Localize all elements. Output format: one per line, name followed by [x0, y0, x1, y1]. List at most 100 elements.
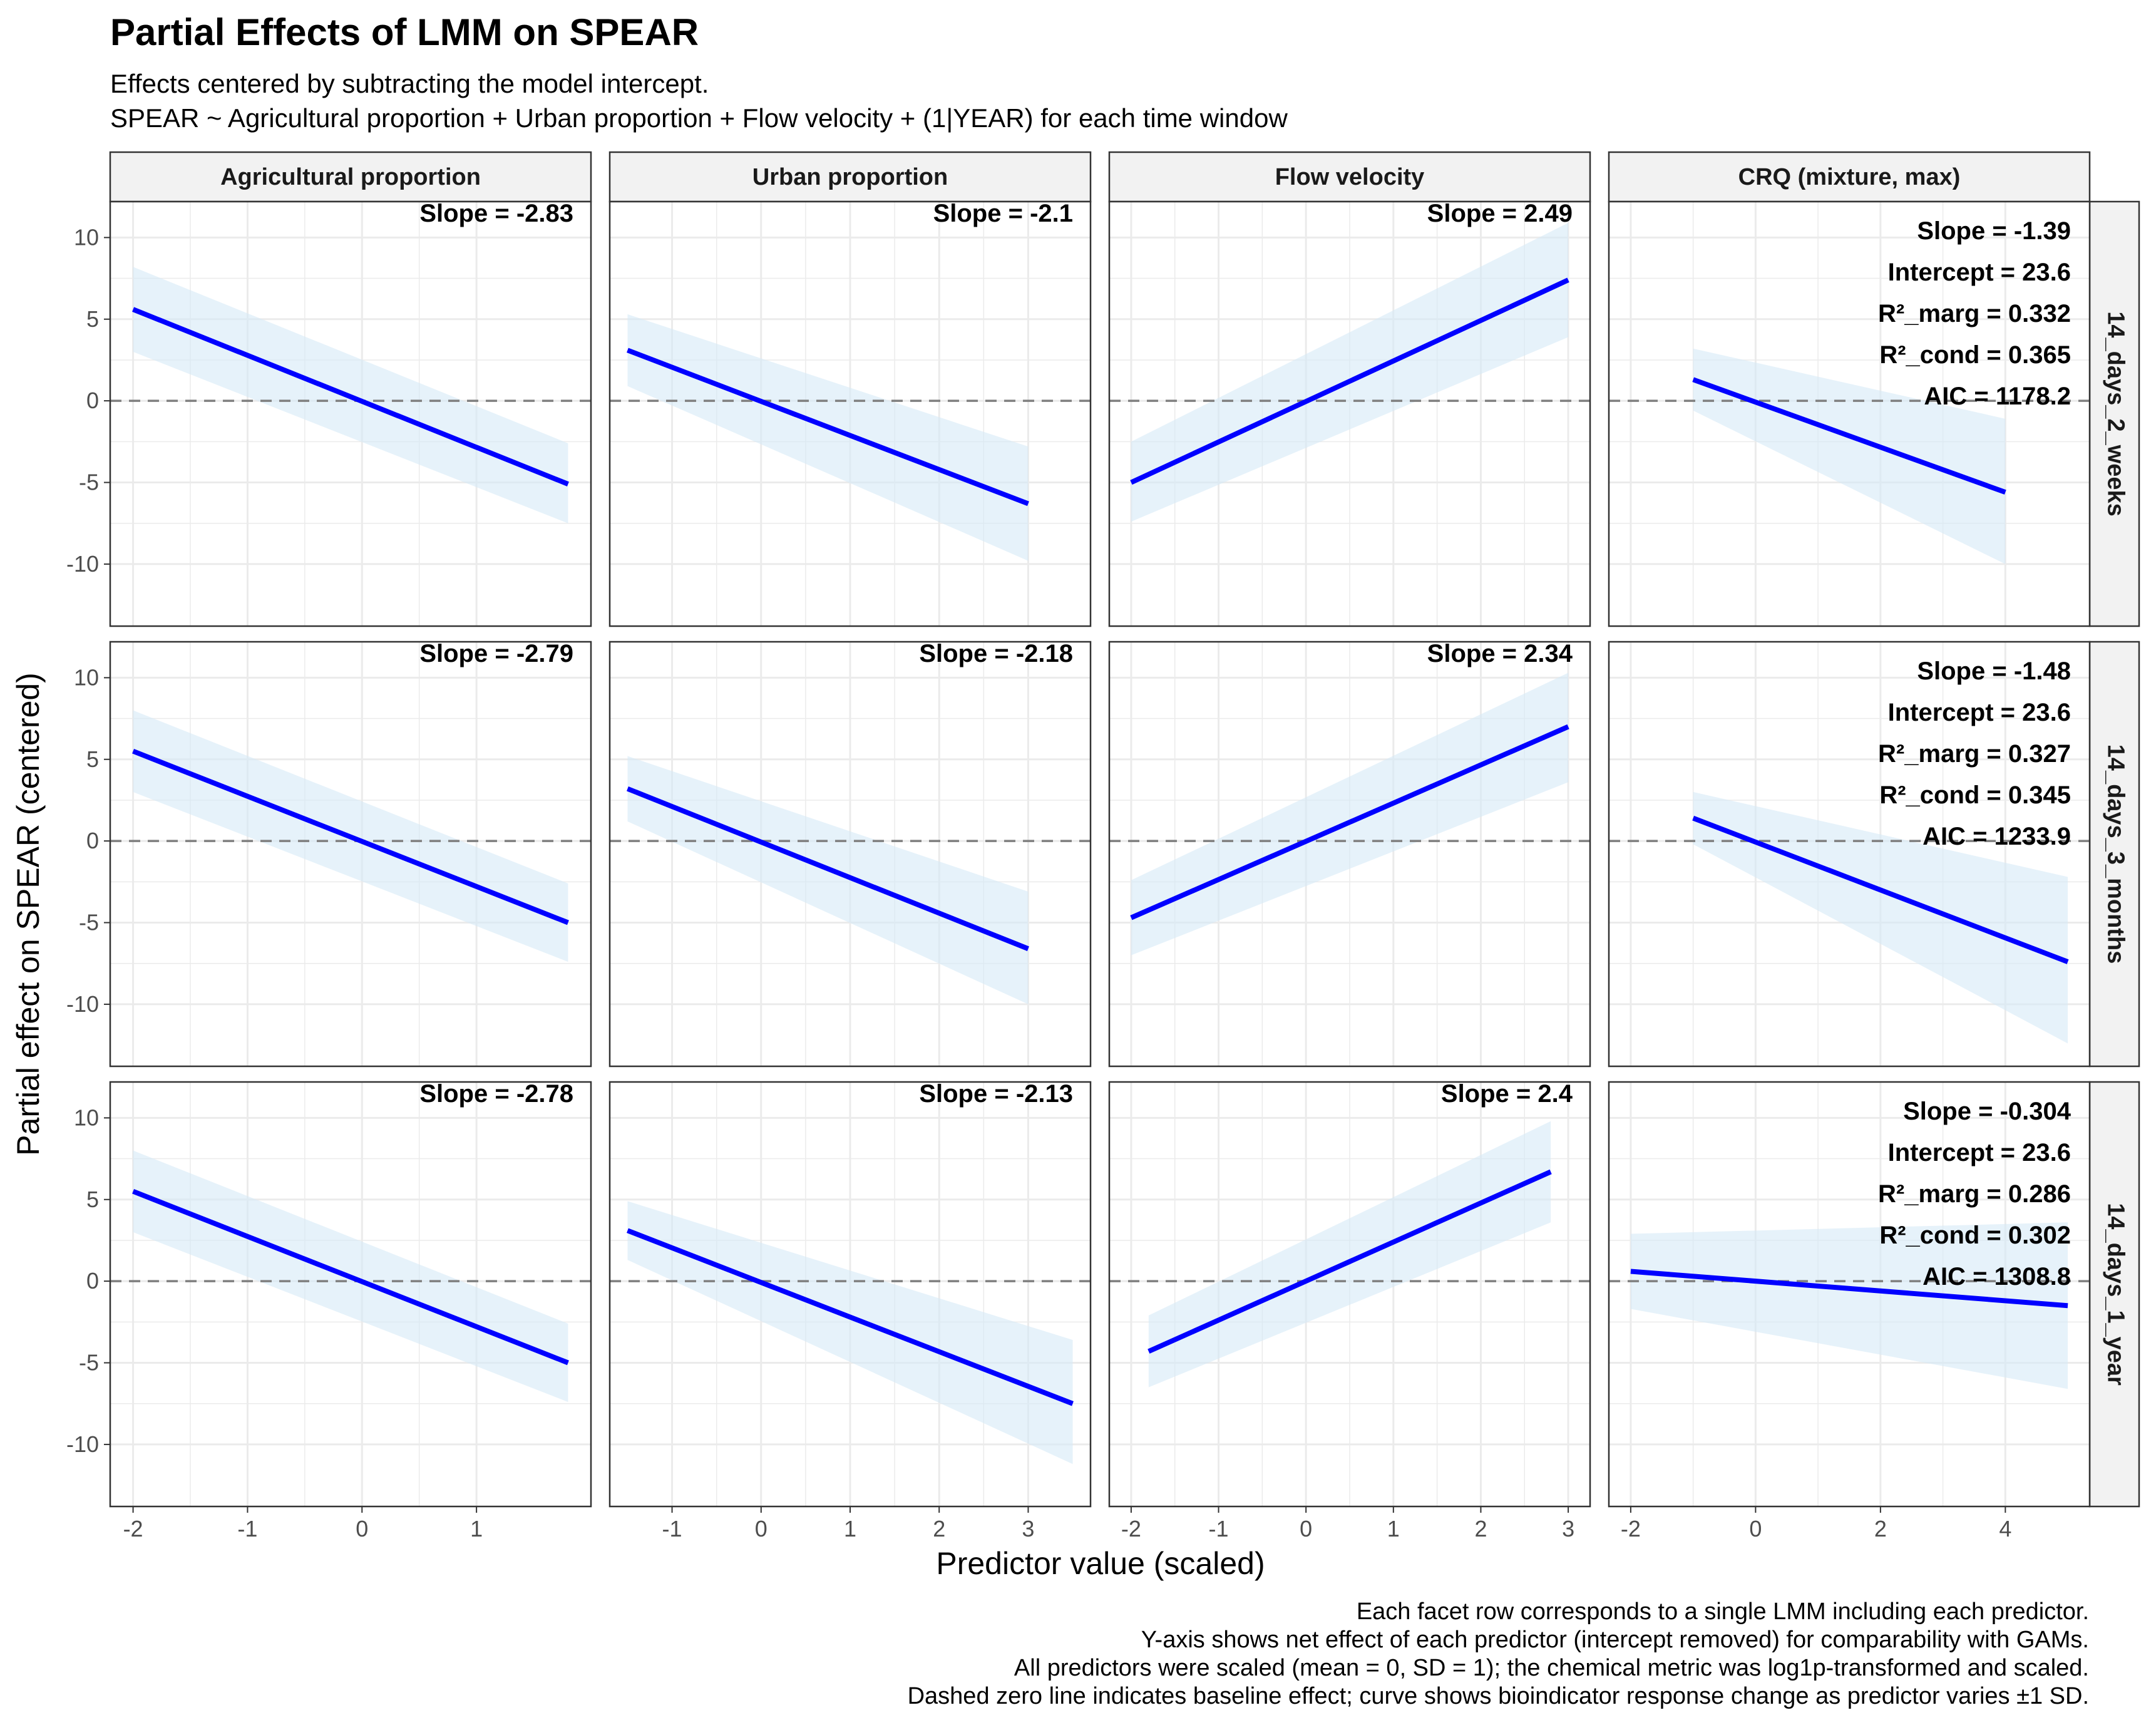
facet-strip-time-window-label: 14_days_1_year [2102, 1203, 2128, 1386]
r2-marginal-label: R²_marg = 0.327 [1878, 740, 2071, 768]
slope-label: Slope = -1.48 [1917, 657, 2071, 685]
chart-title: Partial Effects of LMM on SPEAR [110, 11, 699, 53]
x-tick-label: 0 [1749, 1516, 1762, 1542]
slope-label: Slope = 2.4 [1441, 1080, 1573, 1108]
x-tick-label: 3 [1562, 1516, 1574, 1542]
confidence-ribbon [1630, 1222, 2068, 1389]
y-tick-label: 10 [74, 224, 99, 250]
slope-label: Slope = -2.83 [419, 200, 573, 227]
y-tick-label: -5 [79, 470, 99, 495]
facet-strip-time-window [2088, 641, 2140, 1068]
aic-label: AIC = 1233.9 [1922, 823, 2071, 850]
aic-label: AIC = 1178.2 [1924, 383, 2071, 410]
chart-subtitle-line-2: SPEAR ~ Agricultural proportion + Urban … [110, 103, 1288, 133]
x-tick-label: -2 [1621, 1516, 1641, 1542]
x-tick-label: 2 [1474, 1516, 1487, 1542]
facet-strip-time-window [2088, 200, 2140, 627]
x-tick-label: 0 [356, 1516, 368, 1542]
partial-effect-line [1692, 815, 2069, 964]
partial-effect-line [1147, 1169, 1552, 1354]
slope-label: Slope = -2.1 [933, 200, 1073, 227]
panel-border [608, 200, 1092, 627]
facet-panel: Slope = 2.49 [1108, 200, 1591, 627]
confidence-ribbon [627, 314, 1029, 561]
plot-area: Agricultural proportion Urban proportion F… [66, 151, 2140, 1542]
panel-border [109, 200, 592, 627]
x-tick-label: 0 [1300, 1516, 1312, 1542]
y-tick-label: 10 [74, 1105, 99, 1130]
panel-border [1608, 200, 2091, 627]
x-tick-label: -2 [1121, 1516, 1141, 1542]
facet-panel: Slope = -1.39 Intercept = 23.6 R²_marg = 0… [1608, 200, 2091, 627]
facet-strip-time-window [2088, 1081, 2140, 1508]
r2-conditional-label: R²_cond = 0.365 [1879, 341, 2071, 369]
facet-panel: Slope = 2.34 [1108, 640, 1591, 1068]
partial-effect-line [1692, 377, 2006, 495]
confidence-ribbon [1148, 1121, 1551, 1388]
facet-strip-label: Flow velocity [1275, 164, 1425, 190]
x-tick-label: -1 [237, 1516, 257, 1542]
y-tick-label: -10 [66, 1431, 99, 1457]
panel-border [1108, 1081, 1591, 1508]
facet-strip-predictor [109, 151, 592, 203]
x-tick-label: 0 [755, 1516, 767, 1542]
slope-label: Slope = -0.304 [1903, 1098, 2071, 1125]
y-tick-label: -10 [66, 991, 99, 1017]
y-tick-label: 0 [86, 388, 99, 413]
facet-panel: Slope = -2.78 [109, 1080, 592, 1508]
y-tick-label: -5 [79, 1350, 99, 1376]
slope-label: Slope = 2.49 [1427, 200, 1573, 227]
slope-label: Slope = -2.78 [419, 1080, 573, 1108]
panel-border [109, 1081, 592, 1508]
r2-marginal-label: R²_marg = 0.286 [1878, 1180, 2071, 1208]
caption-line-2: Y-axis shows net effect of each predicto… [1141, 1627, 2089, 1653]
y-tick-label: 0 [86, 1268, 99, 1294]
partial-effect-line [627, 348, 1029, 507]
intercept-label: Intercept = 23.6 [1888, 259, 2071, 286]
slope-label: Slope = -1.39 [1917, 217, 2071, 245]
facet-panel: Slope = -2.79 [109, 640, 592, 1068]
confidence-ribbon [1131, 222, 1569, 522]
x-tick-label: 2 [1874, 1516, 1887, 1542]
y-tick-label: -10 [66, 551, 99, 577]
facet-panel: Slope = -0.304 Intercept = 23.6 R²_marg = … [1608, 1081, 2091, 1508]
caption-line-4: Dashed zero line indicates baseline effe… [908, 1683, 2089, 1709]
panel-border [1608, 1081, 2091, 1508]
partial-effect-line [626, 1228, 1074, 1406]
x-tick-label: 3 [1022, 1516, 1034, 1542]
panel-border [1108, 200, 1591, 627]
panel-border [1108, 641, 1591, 1068]
y-tick-label: 5 [86, 306, 99, 332]
caption-line-1: Each facet row corresponds to a single L… [1357, 1599, 2089, 1625]
facet-panel: Slope = -1.48 Intercept = 23.6 R²_marg = 0… [1608, 641, 2091, 1068]
aic-label: AIC = 1308.8 [1922, 1263, 2071, 1290]
x-tick-label: -1 [1209, 1516, 1229, 1542]
x-tick-label: 1 [470, 1516, 483, 1542]
partial-effect-line [1130, 724, 1569, 920]
y-tick-label: -5 [79, 910, 99, 935]
x-axis-title: Predictor value (scaled) [936, 1546, 1265, 1581]
partial-effect-line [1130, 277, 1569, 485]
facet-panel: Slope = 2.4 [1108, 1080, 1591, 1508]
facet-strip-label: CRQ (mixture, max) [1738, 164, 1961, 190]
y-tick-label: 5 [86, 746, 99, 772]
partial-effect-line [132, 307, 569, 487]
r2-conditional-label: R²_cond = 0.345 [1879, 781, 2071, 809]
facet-strip-predictor [1108, 151, 1591, 203]
facet-strip-label: Agricultural proportion [220, 164, 481, 190]
x-tick-label: -1 [662, 1516, 682, 1542]
y-tick-label: 5 [86, 1187, 99, 1212]
y-tick-label: 10 [74, 664, 99, 690]
y-axis-title: Partial effect on SPEAR (centered) [11, 672, 46, 1156]
r2-marginal-label: R²_marg = 0.332 [1878, 300, 2071, 327]
slope-label: Slope = -2.18 [919, 640, 1073, 667]
panel-border [608, 641, 1092, 1068]
partial-effect-line [132, 1188, 569, 1366]
x-tick-label: 1 [844, 1516, 856, 1542]
r2-conditional-label: R²_cond = 0.302 [1879, 1222, 2071, 1249]
x-tick-label: 1 [1387, 1516, 1400, 1542]
panel-border [1608, 641, 2091, 1068]
facet-panel: Slope = -2.83 [109, 200, 592, 627]
slope-label: Slope = 2.34 [1427, 640, 1573, 667]
